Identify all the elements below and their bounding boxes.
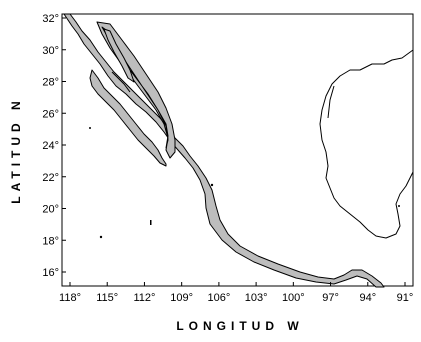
laguna-madre-barrier <box>327 85 335 119</box>
y-axis: 32° 30° 28° 26° 24° 22° 20° 18° 16° <box>42 13 66 279</box>
y-tick-label: 26° <box>42 108 59 120</box>
gulf-of-mexico-coast <box>319 49 414 239</box>
islet-tres-marias <box>210 183 214 187</box>
x-axis-title: LONGITUD W <box>176 319 303 333</box>
y-tick-label: 24° <box>42 140 59 152</box>
tiburon-shoreline <box>111 71 131 93</box>
pacific-shelf-mainland <box>63 13 385 288</box>
upper-gulf-strip <box>103 28 135 83</box>
y-tick-label: 30° <box>42 45 59 57</box>
y-tick-label: 28° <box>42 77 59 89</box>
y-tick-label: 22° <box>42 172 59 184</box>
pacific-shelf-baja <box>89 69 167 167</box>
islet-revillagigedo <box>150 220 152 225</box>
x-tick-label: 106° <box>208 292 231 304</box>
y-axis-title: LATITUD N <box>9 96 23 203</box>
y-tick-label: 16° <box>42 267 59 279</box>
x-axis: 118° 115° 112° 109° 106° 103° 100° 97° 94° 91° <box>59 282 413 304</box>
y-tick-label: 32° <box>42 13 59 25</box>
x-tick-label: 100° <box>282 292 305 304</box>
x-tick-label: 112° <box>133 292 155 304</box>
x-tick-label: 118° <box>59 292 81 304</box>
x-tick-label: 97° <box>322 292 339 304</box>
x-tick-label: 103° <box>245 292 268 304</box>
islet-socorro <box>99 235 103 239</box>
islet-yucatan-reef <box>398 205 400 207</box>
y-tick-label: 18° <box>42 235 59 247</box>
x-tick-label: 115° <box>96 292 118 304</box>
x-tick-label: 94° <box>359 292 376 304</box>
x-tick-label: 109° <box>170 292 193 304</box>
y-tick-label: 20° <box>42 204 59 216</box>
x-tick-label: 91° <box>397 292 414 304</box>
islet-guadalupe <box>89 127 91 129</box>
plot-frame <box>61 13 414 287</box>
